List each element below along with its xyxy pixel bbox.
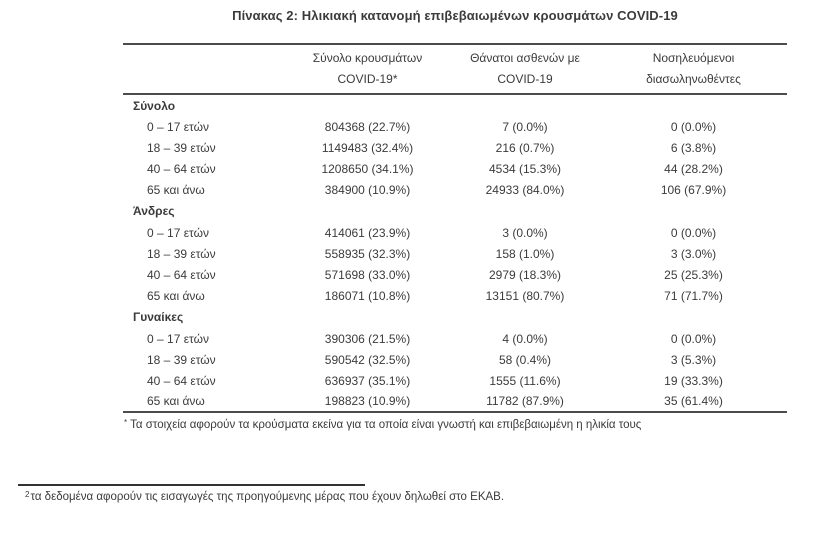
page-title: Πίνακας 2: Ηλικιακή κατανομή επιβεβαιωμέ… [232,8,678,23]
covid-age-distribution-table: Σύνολο κρουσμάτων COVID-19* Θάνατοι ασθε… [123,43,787,413]
table-row: 18 – 39 ετών 1149483 (32.4%) 216 (0.7%) … [123,137,787,158]
deaths-value: 1555 (11.6%) [489,373,561,388]
table-row: 18 – 39 ετών 590542 (32.5%) 58 (0.4%) 3 … [123,349,787,370]
table-row: 0 – 17 ετών 414061 (23.9%) 3 (0.0%) 0 (0… [123,222,787,243]
table-row: 40 – 64 ετών 571698 (33.0%) 2979 (18.3%)… [123,264,787,285]
table-row: 40 – 64 ετών 1208650 (34.1%) 4534 (15.3%… [123,158,787,179]
age-group-label: 40 – 64 ετών [147,267,216,282]
age-group-label: 0 – 17 ετών [147,225,209,240]
cases-value: 804368 (22.7%) [324,119,411,134]
age-group-label: 65 και άνω [147,394,205,408]
deaths-value: 7 (0.0%) [502,119,548,134]
deaths-value: 58 (0.4%) [498,352,552,367]
age-group-label: 18 – 39 ετών [147,140,216,155]
intubated-value: 25 (25.3%) [664,267,723,282]
deaths-value: 2979 (18.3%) [488,267,562,282]
table-row: 18 – 39 ετών 558935 (32.3%) 158 (1.0%) 3… [123,243,787,264]
section-row-men: Άνδρες [123,200,787,222]
age-group-label: 40 – 64 ετών [147,161,216,176]
cases-value: 1208650 (34.1%) [321,161,414,176]
age-group-label: 40 – 64 ετών [147,373,216,388]
column-header-empty [123,44,285,95]
cases-value: 558935 (32.3%) [324,246,411,261]
deaths-value: 4 (0.0%) [502,331,548,346]
page-footnote-text: τα δεδομένα αφορούν τις εισαγωγές της πρ… [30,491,505,503]
intubated-value: 0 (0.0%) [670,331,717,346]
table-header: Σύνολο κρουσμάτων COVID-19* Θάνατοι ασθε… [123,44,787,95]
intubated-value: 6 (3.8%) [670,140,717,155]
footnote-divider [18,484,365,486]
table-row: 65 και άνω 384900 (10.9%) 24933 (84.0%) … [123,179,787,200]
age-group-label: 18 – 39 ετών [147,246,216,261]
table-row: 65 και άνω 198823 (10.9%) 11782 (87.9%) … [123,391,787,412]
deaths-value: 158 (1.0%) [495,246,555,261]
age-group-label: 65 και άνω [147,288,205,303]
intubated-value: 44 (28.2%) [664,161,723,176]
deaths-value: 11782 (87.9%) [486,394,564,408]
table-footnote-text: Τα στοιχεία αφορούν τα κρούσματα εκείνα … [130,419,642,431]
deaths-value: 13151 (80.7%) [485,288,565,303]
cases-value: 186071 (10.8%) [324,288,411,303]
cases-value: 198823 (10.9%) [324,394,411,408]
age-group-label: 0 – 17 ετών [147,119,209,134]
page-footnote: 2τα δεδομένα αφορούν τις εισαγωγές της π… [25,490,505,503]
age-group-label: 0 – 17 ετών [147,331,209,346]
intubated-value: 106 (67.9%) [660,182,727,197]
cases-value: 390306 (21.5%) [324,331,411,346]
section-label: Σύνολο [133,98,176,113]
intubated-value: 3 (3.0%) [670,246,717,261]
intubated-value: 71 (71.7%) [664,288,723,303]
deaths-value: 4534 (15.3%) [488,161,562,176]
column-header-deaths: Θάνατοι ασθενών με COVID-19 [450,44,600,95]
table-row: 0 – 17 ετών 390306 (21.5%) 4 (0.0%) 0 (0… [123,328,787,349]
column-header-intubated: Νοσηλευόμενοι διασωληνωθέντες [600,44,787,95]
table-body: Σύνολο 0 – 17 ετών 804368 (22.7%) 7 (0.0… [123,94,787,412]
table-row: 65 και άνω 186071 (10.8%) 13151 (80.7%) … [123,285,787,306]
section-row-total: Σύνολο [123,94,787,116]
intubated-value: 0 (0.0%) [670,225,717,240]
table-row: 40 – 64 ετών 636937 (35.1%) 1555 (11.6%)… [123,370,787,391]
footnote-asterisk-marker: * [124,418,128,427]
cases-value: 590542 (32.5%) [324,352,411,367]
intubated-value: 19 (33.3%) [664,373,723,388]
cases-value: 384900 (10.9%) [324,182,411,197]
footnote-number-marker: 2 [25,490,30,499]
section-row-women: Γυναίκες [123,306,787,328]
deaths-value: 24933 (84.0%) [485,182,565,197]
header-row: Σύνολο κρουσμάτων COVID-19* Θάνατοι ασθε… [123,44,787,95]
table-footnote: * Τα στοιχεία αφορούν τα κρούσματα εκείνα… [124,418,788,431]
intubated-value: 35 (61.4%) [664,394,723,408]
section-label: Γυναίκες [133,310,184,324]
age-group-label: 65 και άνω [147,182,205,197]
section-label: Άνδρες [133,204,175,218]
column-header-total-cases: Σύνολο κρουσμάτων COVID-19* [285,44,450,95]
age-group-label: 18 – 39 ετών [147,352,216,367]
cases-value: 414061 (23.9%) [324,225,411,240]
deaths-value: 216 (0.7%) [495,140,555,155]
deaths-value: 3 (0.0%) [502,225,548,240]
cases-value: 571698 (33.0%) [324,267,411,282]
intubated-value: 3 (5.3%) [670,352,717,367]
cases-value: 1149483 (32.4%) [321,140,414,155]
table-row: 0 – 17 ετών 804368 (22.7%) 7 (0.0%) 0 (0… [123,116,787,137]
cases-value: 636937 (35.1%) [324,373,411,388]
intubated-value: 0 (0.0%) [670,119,717,134]
